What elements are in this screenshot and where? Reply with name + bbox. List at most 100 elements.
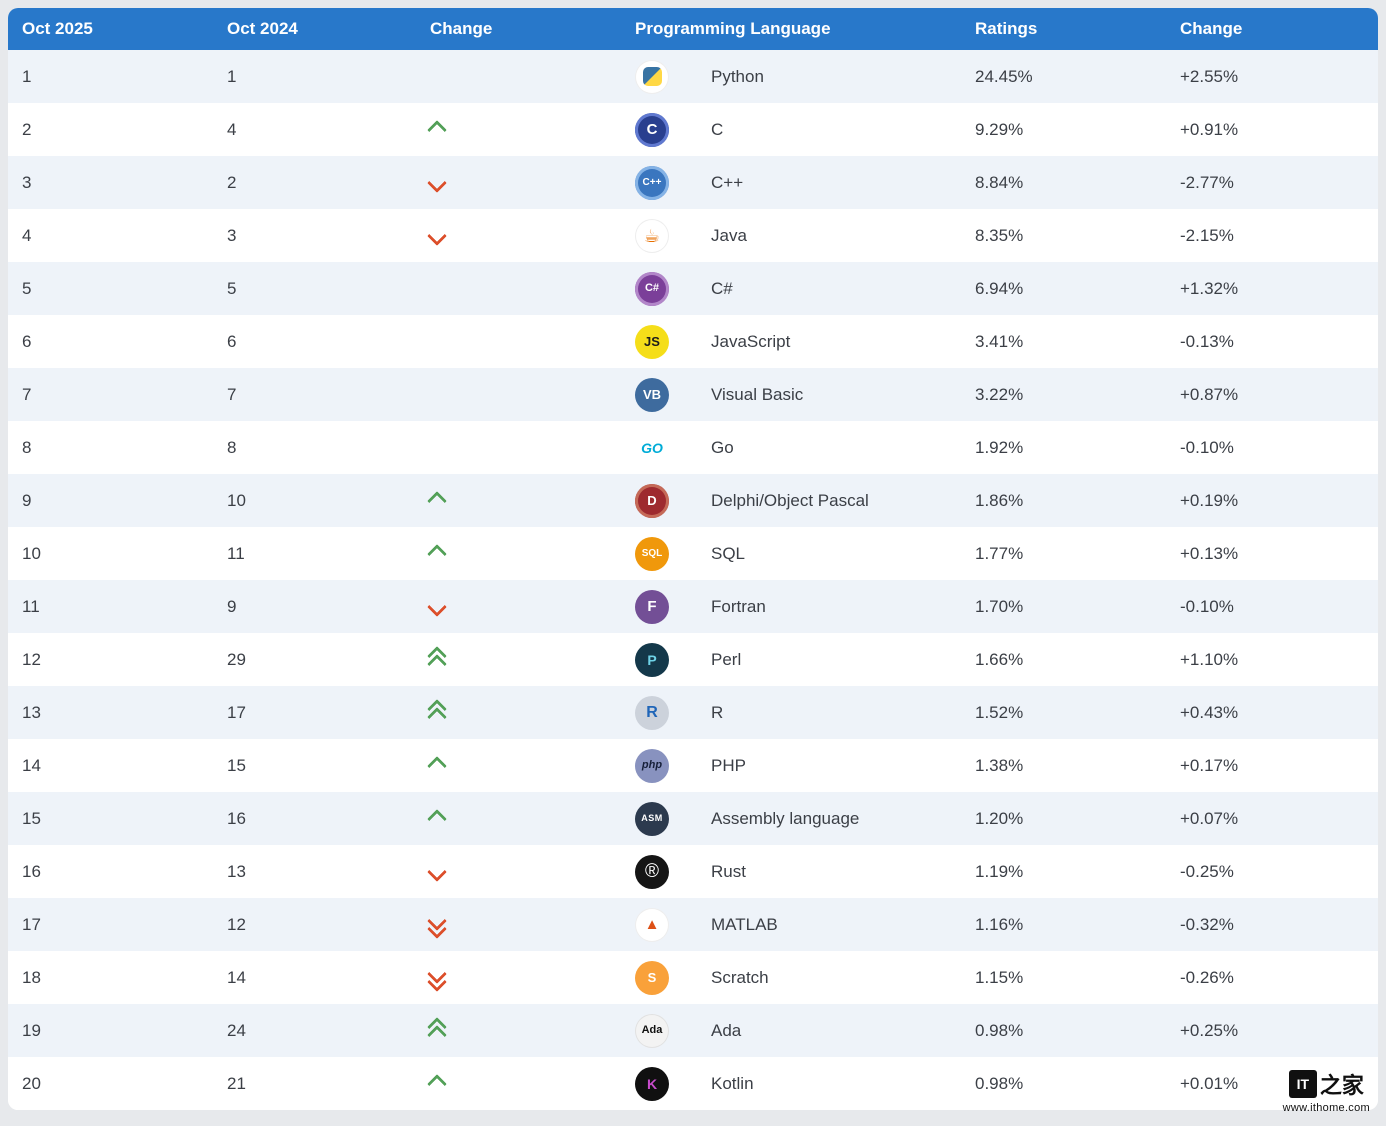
language-icon-slot: JS	[635, 324, 669, 359]
table-row: 2 4 C C 9.29% +0.91%	[8, 103, 1378, 156]
rating-value: 8.84%	[975, 172, 1024, 192]
language-icon-slot	[635, 59, 669, 94]
position-change-indicator	[416, 543, 621, 564]
rank-2025: 14	[22, 755, 41, 775]
rank-2025: 12	[22, 649, 41, 669]
rating-value: 1.92%	[975, 437, 1024, 457]
position-change-indicator	[416, 963, 621, 992]
rank-2024: 29	[227, 649, 246, 669]
rank-2024: 4	[227, 119, 237, 139]
ithome-logo-cn: 之家	[1319, 1073, 1364, 1098]
language-name: Visual Basic	[711, 384, 804, 404]
table-header: Oct 2025 Oct 2024 Change Programming Lan…	[8, 8, 1378, 50]
rating-change: +0.91%	[1180, 119, 1239, 139]
language-icon-slot: VB	[635, 377, 669, 412]
language-icon-slot: R	[635, 695, 669, 730]
rank-2025: 3	[22, 172, 32, 192]
rating-value: 1.19%	[975, 861, 1024, 881]
language-icon-slot: Ada	[635, 1013, 669, 1048]
rank-2025: 17	[22, 914, 41, 934]
language-cell: Ada Ada	[621, 1013, 961, 1048]
up-double-arrow-icon	[427, 645, 447, 674]
header-rank-2025: Oct 2025	[22, 19, 93, 38]
language-icon-slot: GO	[635, 431, 669, 465]
rank-2025: 1	[22, 66, 32, 86]
table-row: 1 1 Python 24.45% +2.55%	[8, 50, 1378, 103]
rating-change: -0.10%	[1180, 437, 1234, 457]
rating-value: 1.38%	[975, 755, 1024, 775]
rating-change: +1.10%	[1180, 649, 1239, 669]
language-icon-slot: ®	[635, 854, 669, 889]
table-row: 3 2 C++ C++ 8.84% -2.77%	[8, 156, 1378, 209]
language-name: Rust	[711, 861, 746, 881]
language-name: JavaScript	[711, 331, 791, 351]
rank-2024: 3	[227, 225, 237, 245]
rating-value: 1.20%	[975, 808, 1024, 828]
language-name: PHP	[711, 755, 746, 775]
table-body: 1 1 Python 24.45% +2.55% 2 4 C C 9.29% +…	[8, 50, 1378, 1110]
language-name: Go	[711, 437, 734, 457]
position-change-indicator	[416, 645, 621, 674]
up-arrow-icon	[427, 119, 447, 140]
language-cell: C C	[621, 112, 961, 147]
rust-icon: ®	[635, 854, 669, 889]
position-change-indicator	[416, 596, 621, 617]
rating-value: 1.52%	[975, 702, 1024, 722]
language-icon-slot: ASM	[635, 801, 669, 836]
table-row: 4 3 ☕ Java 8.35% -2.15%	[8, 209, 1378, 262]
language-name: Ada	[711, 1020, 742, 1040]
language-cell: SQL SQL	[621, 536, 961, 571]
language-name: Fortran	[711, 596, 766, 616]
language-cell: ▲ MATLAB	[621, 907, 961, 942]
rank-2025: 18	[22, 967, 41, 987]
table-row: 5 5 C# C# 6.94% +1.32%	[8, 262, 1378, 315]
position-change-indicator	[416, 861, 621, 882]
rank-2024: 16	[227, 808, 246, 828]
language-icon-slot: C#	[635, 271, 669, 306]
table-row: 6 6 JS JavaScript 3.41% -0.13%	[8, 315, 1378, 368]
python-icon	[635, 59, 669, 94]
rating-change: +0.17%	[1180, 755, 1239, 775]
rank-2024: 24	[227, 1020, 246, 1040]
java-icon: ☕	[635, 218, 669, 253]
language-icon-slot: C++	[635, 165, 669, 200]
position-change-indicator	[416, 119, 621, 140]
position-change-indicator	[416, 490, 621, 511]
ithome-logo-box: IT	[1288, 1070, 1317, 1098]
down-double-arrow-icon	[427, 910, 447, 939]
rating-change: +0.07%	[1180, 808, 1239, 828]
up-arrow-icon	[427, 755, 447, 776]
rating-change: -0.32%	[1180, 914, 1234, 934]
language-name: C++	[711, 172, 744, 192]
position-change-indicator	[416, 910, 621, 939]
rank-2025: 8	[22, 437, 32, 457]
rank-2025: 10	[22, 543, 41, 563]
rating-change: +0.87%	[1180, 384, 1239, 404]
language-cell: D Delphi/Object Pascal	[621, 483, 961, 518]
ranking-table: Oct 2025 Oct 2024 Change Programming Lan…	[8, 8, 1378, 1110]
language-cell: C++ C++	[621, 165, 961, 200]
language-name: Assembly language	[711, 808, 860, 828]
matlab-icon: ▲	[635, 907, 669, 942]
language-name: C	[711, 119, 724, 139]
rating-change: -0.25%	[1180, 861, 1234, 881]
position-change-indicator	[416, 172, 621, 193]
scratch-icon: S	[635, 960, 669, 995]
rank-2025: 16	[22, 861, 41, 881]
up-arrow-icon	[427, 490, 447, 511]
rating-change: +1.32%	[1180, 278, 1239, 298]
language-icon-slot: ▲	[635, 907, 669, 942]
rank-2024: 8	[227, 437, 237, 457]
rank-2024: 17	[227, 702, 246, 722]
rank-2025: 13	[22, 702, 41, 722]
language-cell: ® Rust	[621, 854, 961, 889]
php-icon: php	[635, 748, 669, 783]
ithome-watermark: IT 之家 www.ithome.com	[1283, 1068, 1370, 1114]
visual-basic-icon: VB	[635, 377, 669, 412]
header-language: Programming Language	[635, 19, 831, 38]
rating-value: 3.22%	[975, 384, 1024, 404]
language-icon-slot: K	[635, 1066, 669, 1101]
language-cell: VB Visual Basic	[621, 377, 961, 412]
rank-2024: 7	[227, 384, 237, 404]
rating-change: -0.26%	[1180, 967, 1234, 987]
